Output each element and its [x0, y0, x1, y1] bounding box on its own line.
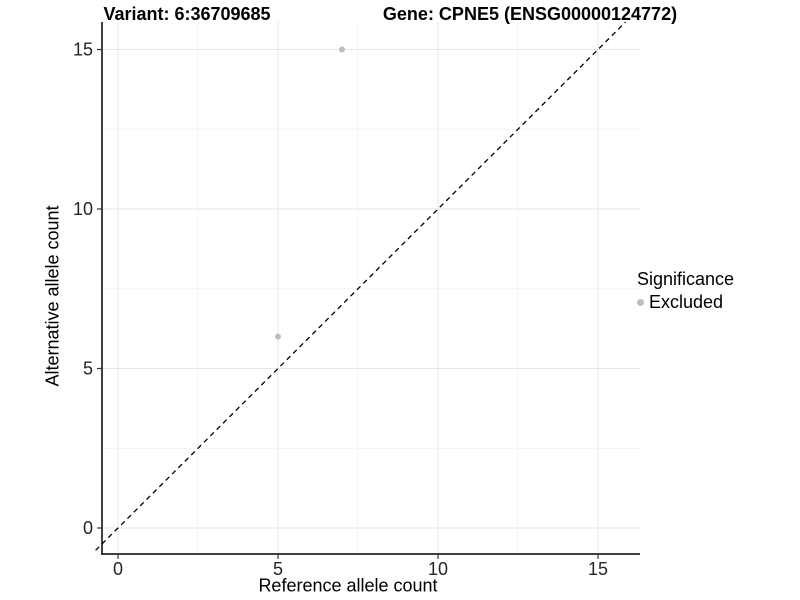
variant-title: Variant: 6:36709685	[103, 4, 271, 24]
legend-point-icon	[637, 299, 644, 306]
y-tick-label: 5	[83, 359, 93, 379]
y-tick-label: 0	[83, 518, 93, 538]
x-tick-label: 10	[428, 559, 448, 579]
x-tick-label: 15	[588, 559, 608, 579]
x-tick-label: 5	[273, 559, 283, 579]
data-point	[339, 46, 345, 53]
x-axis-title: Reference allele count	[258, 575, 438, 596]
data-point	[275, 333, 281, 340]
legend: Significance Excluded	[637, 269, 734, 313]
legend-title: Significance	[637, 269, 735, 289]
y-tick-label: 15	[73, 39, 93, 59]
y-tick-label: 10	[73, 199, 93, 219]
legend-item-excluded: Excluded	[637, 292, 734, 313]
gene-title: Gene: CPNE5 (ENSG00000124772)	[382, 4, 678, 24]
identity-reference-line	[95, 21, 627, 551]
y-axis-title: Alternative allele count	[42, 205, 63, 387]
legend-item-label: Excluded	[649, 292, 724, 312]
x-tick-label: 0	[113, 559, 123, 579]
